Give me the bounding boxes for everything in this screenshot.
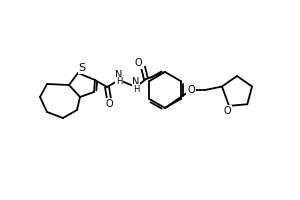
Text: O: O xyxy=(223,106,231,116)
Text: H: H xyxy=(133,84,139,94)
Text: H: H xyxy=(116,77,122,86)
Text: O: O xyxy=(134,58,142,68)
Text: O: O xyxy=(105,99,113,109)
Text: O: O xyxy=(187,85,195,95)
Text: N: N xyxy=(132,77,140,87)
Text: S: S xyxy=(78,63,85,73)
Text: N: N xyxy=(115,70,123,80)
